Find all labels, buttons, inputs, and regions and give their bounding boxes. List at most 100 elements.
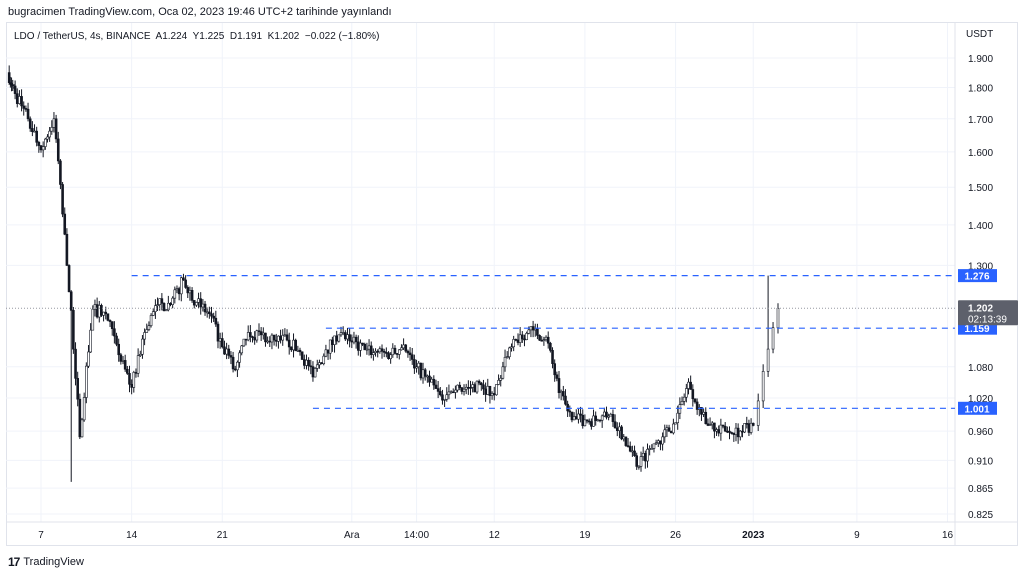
candle-body	[730, 432, 733, 434]
candle-body	[469, 387, 472, 389]
candle-body	[363, 343, 367, 351]
candle-body	[257, 330, 261, 333]
candle-body	[484, 388, 487, 395]
candle-body	[292, 339, 295, 351]
candle-body	[661, 436, 664, 445]
candle-body	[22, 105, 26, 109]
candle-body	[717, 429, 721, 434]
candle-body	[208, 311, 211, 315]
candle-body	[460, 387, 464, 392]
candle-body	[400, 347, 403, 351]
candle-body	[305, 359, 308, 366]
candle-body	[313, 368, 317, 378]
candle-body	[26, 108, 30, 120]
candle-body	[262, 332, 265, 336]
candle-body	[443, 398, 446, 401]
candle-body	[190, 290, 194, 301]
candle-body	[706, 423, 710, 426]
candle-body	[555, 374, 559, 379]
candle-body	[223, 346, 226, 355]
candle-body	[341, 332, 345, 334]
candle-body	[97, 305, 101, 318]
candle-body	[201, 303, 205, 308]
candle-body	[52, 118, 56, 128]
price-axis-unit: USDT	[966, 29, 993, 40]
candle-body	[238, 352, 241, 363]
candle-body	[300, 351, 304, 360]
candle-body	[751, 422, 755, 426]
candle-body	[678, 404, 682, 414]
candle-body	[41, 146, 45, 151]
level-price-label: 1.001	[964, 404, 989, 415]
candle-body	[283, 334, 287, 337]
candle-body	[102, 311, 105, 316]
candle-body	[279, 335, 282, 341]
candle-body	[700, 407, 703, 415]
candle-body	[605, 411, 608, 418]
time-tick-label: 14:00	[404, 530, 429, 541]
candle-body	[738, 430, 742, 438]
candle-body	[544, 336, 548, 340]
candle-body	[199, 298, 203, 308]
candle-body	[348, 334, 351, 342]
candle-body	[15, 93, 19, 104]
candle-body	[659, 440, 662, 445]
candle-body	[499, 377, 503, 381]
candle-body	[685, 388, 688, 398]
candle-body	[374, 350, 377, 353]
candle-body	[365, 348, 369, 351]
candle-body	[462, 388, 466, 392]
candle-body	[195, 302, 198, 306]
level-price-label: 1.159	[964, 324, 989, 335]
candle-body	[141, 338, 144, 355]
time-tick-label: 7	[38, 530, 44, 541]
candle-body	[385, 352, 388, 354]
candle-body	[527, 329, 531, 334]
candle-body	[326, 349, 330, 354]
candle-body	[577, 413, 580, 420]
candle-body	[756, 400, 760, 426]
candle-body	[346, 334, 349, 340]
candle-body	[434, 384, 438, 389]
candle-body	[61, 184, 64, 215]
tradingview-footer[interactable]: 17 TradingView	[8, 555, 84, 569]
candle-body	[689, 381, 692, 390]
candle-body	[557, 378, 561, 393]
candle-body	[419, 362, 423, 379]
candle-body	[274, 339, 278, 342]
time-tick-label: 14	[126, 530, 138, 541]
candle-body	[540, 339, 544, 342]
candle-body	[674, 422, 677, 425]
current-price-label: 1.202	[968, 303, 993, 314]
candle-body	[585, 419, 589, 422]
candle-body	[667, 427, 671, 432]
level-price-label: 1.276	[964, 272, 989, 283]
candle-body	[389, 354, 392, 360]
candle-body	[151, 311, 155, 316]
candle-body	[393, 347, 397, 354]
candle-body	[162, 303, 166, 312]
candle-body	[438, 391, 442, 396]
candle-body	[380, 348, 384, 352]
candle-body	[404, 344, 408, 352]
candle-body	[747, 423, 751, 433]
candle-body	[249, 332, 252, 337]
price-tick-label: 0.960	[968, 427, 993, 438]
candle-body	[192, 300, 196, 306]
candle-body	[100, 305, 103, 316]
candle-body	[110, 321, 114, 330]
candle-body	[324, 349, 328, 357]
candle-body	[294, 339, 297, 352]
candle-body	[505, 356, 509, 359]
candle-body	[579, 413, 582, 416]
candle-body	[644, 453, 647, 462]
candle-body	[130, 383, 133, 388]
candle-body	[259, 331, 263, 336]
candle-body	[691, 389, 695, 400]
candle-body	[376, 350, 380, 353]
candle-body	[307, 359, 310, 367]
candle-body	[488, 385, 492, 396]
candle-body	[559, 391, 563, 393]
candle-body	[708, 424, 712, 426]
